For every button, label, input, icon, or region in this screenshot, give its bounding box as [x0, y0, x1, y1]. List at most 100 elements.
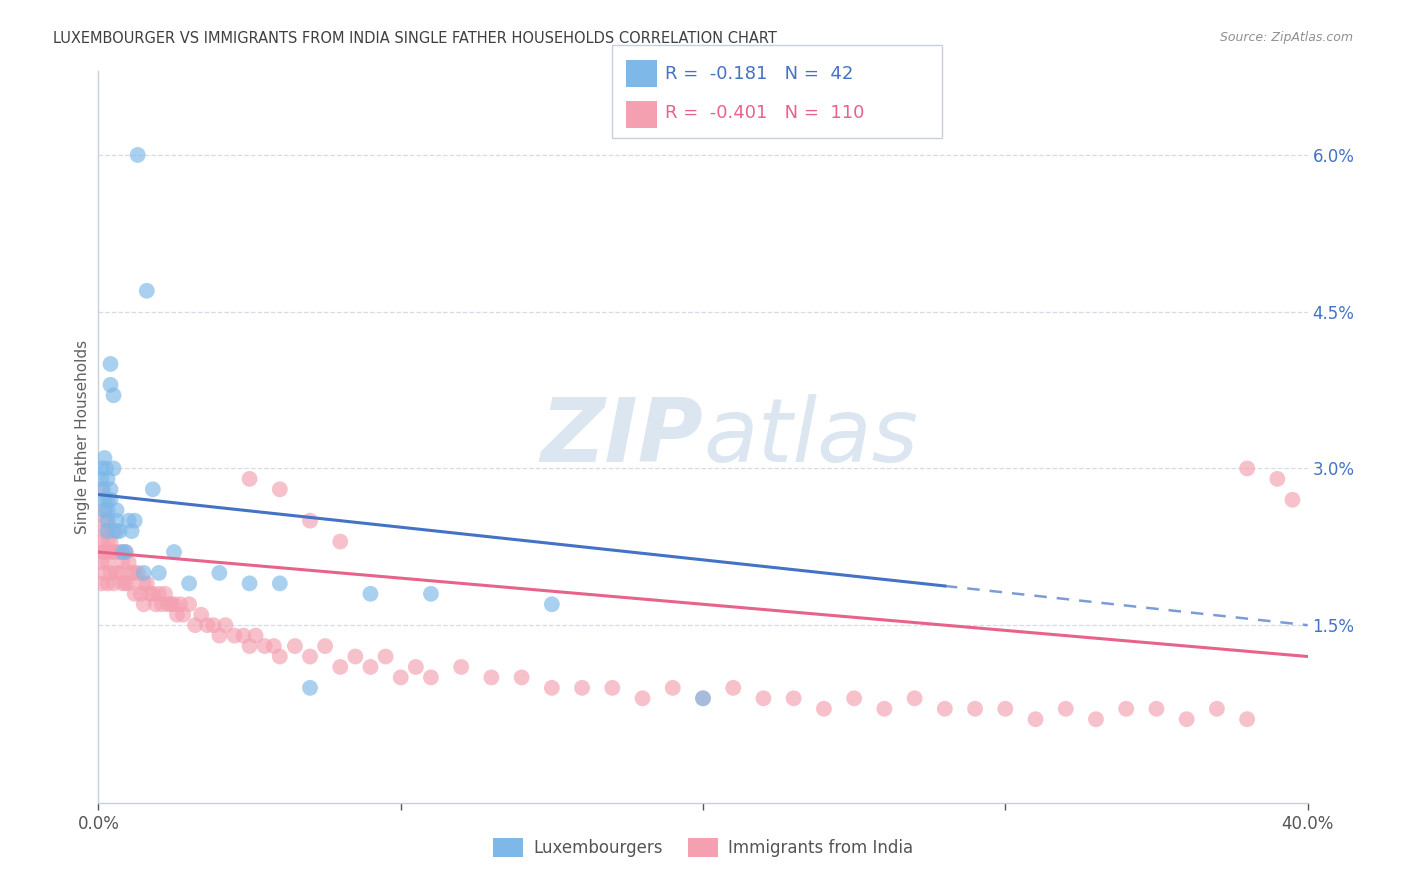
Point	[93, 524, 115, 538]
Point	[96, 524, 118, 538]
Point	[269, 483, 291, 497]
Point	[166, 607, 188, 622]
Point	[420, 587, 443, 601]
Text: R =  -0.401   N =  110: R = -0.401 N = 110	[665, 104, 865, 122]
Point	[96, 492, 118, 507]
Point	[1024, 712, 1046, 726]
Point	[96, 524, 118, 538]
Point	[96, 514, 118, 528]
Text: atlas: atlas	[703, 394, 918, 480]
Point	[100, 566, 122, 580]
Point	[142, 483, 165, 497]
Point	[105, 545, 128, 559]
Point	[96, 503, 118, 517]
Point	[214, 618, 236, 632]
Point	[103, 461, 125, 475]
Point	[145, 597, 167, 611]
Point	[269, 576, 291, 591]
Point	[93, 503, 115, 517]
Point	[114, 545, 136, 559]
Point	[1267, 472, 1289, 486]
Point	[263, 639, 285, 653]
Point	[135, 284, 157, 298]
Point	[169, 597, 191, 611]
Point	[329, 660, 352, 674]
Point	[481, 670, 503, 684]
Point	[1175, 712, 1198, 726]
Point	[135, 576, 157, 591]
Point	[904, 691, 927, 706]
Point	[124, 566, 146, 580]
Point	[121, 524, 143, 538]
Point	[934, 702, 956, 716]
Point	[224, 629, 246, 643]
Point	[150, 597, 173, 611]
Point	[105, 524, 128, 538]
Point	[190, 607, 212, 622]
Point	[93, 450, 115, 465]
Point	[1281, 492, 1303, 507]
Point	[96, 472, 118, 486]
Point	[108, 545, 131, 559]
Point	[91, 534, 114, 549]
Legend: Luxembourgers, Immigrants from India: Luxembourgers, Immigrants from India	[486, 831, 920, 864]
Point	[179, 597, 201, 611]
Point	[103, 388, 125, 402]
Point	[692, 691, 714, 706]
Point	[118, 514, 141, 528]
Point	[844, 691, 866, 706]
Point	[96, 534, 118, 549]
Point	[93, 566, 115, 580]
Point	[314, 639, 336, 653]
Point	[114, 576, 136, 591]
Point	[602, 681, 624, 695]
Point	[105, 503, 128, 517]
Text: R =  -0.181   N =  42: R = -0.181 N = 42	[665, 65, 853, 83]
Point	[360, 587, 382, 601]
Text: Source: ZipAtlas.com: Source: ZipAtlas.com	[1219, 31, 1353, 45]
Point	[153, 587, 176, 601]
Point	[405, 660, 427, 674]
Point	[360, 660, 382, 674]
Point	[540, 597, 562, 611]
Point	[1085, 712, 1108, 726]
Point	[100, 377, 122, 392]
Point	[94, 461, 117, 475]
Point	[389, 670, 412, 684]
Point	[118, 556, 141, 570]
Point	[103, 524, 125, 538]
Point	[299, 514, 322, 528]
Point	[121, 566, 143, 580]
Point	[239, 576, 262, 591]
Point	[148, 587, 170, 601]
Point	[269, 649, 291, 664]
Point	[299, 649, 322, 664]
Point	[96, 514, 118, 528]
Point	[344, 649, 367, 664]
Point	[118, 576, 141, 591]
Point	[783, 691, 806, 706]
Point	[103, 576, 125, 591]
Point	[873, 702, 896, 716]
Point	[1236, 461, 1258, 475]
Point	[105, 566, 128, 580]
Point	[90, 461, 112, 475]
Point	[450, 660, 472, 674]
Point	[208, 566, 231, 580]
Point	[965, 702, 987, 716]
Point	[100, 357, 122, 371]
Point	[631, 691, 654, 706]
Point	[108, 566, 131, 580]
Point	[239, 639, 262, 653]
Point	[163, 545, 186, 559]
Point	[111, 556, 134, 570]
Point	[160, 597, 183, 611]
Point	[103, 545, 125, 559]
Point	[571, 681, 593, 695]
Point	[96, 576, 118, 591]
Point	[90, 545, 112, 559]
Point	[692, 691, 714, 706]
Point	[661, 681, 683, 695]
Point	[420, 670, 443, 684]
Point	[100, 483, 122, 497]
